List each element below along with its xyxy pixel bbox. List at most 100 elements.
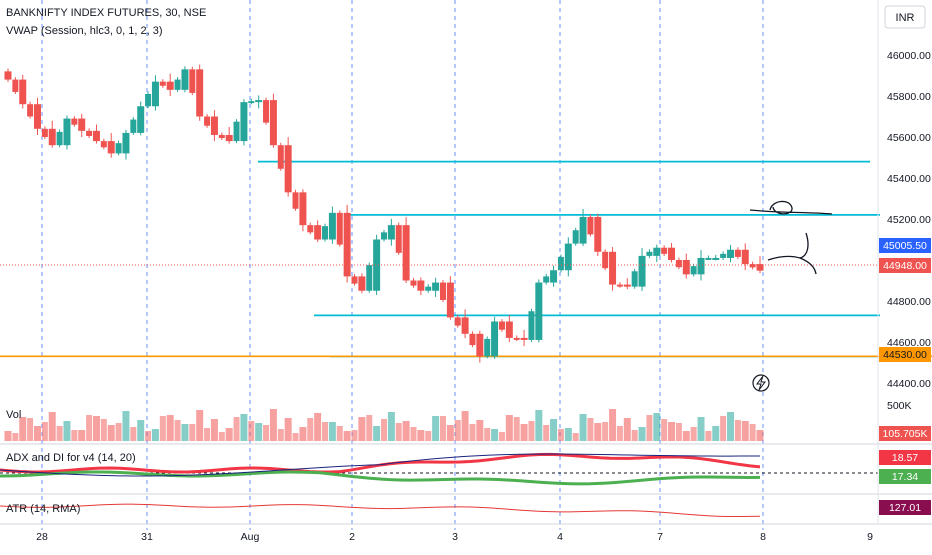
volume-bar (638, 427, 646, 441)
handdrawn-annotations[interactable] (749, 200, 833, 275)
lightning-icon[interactable] (752, 374, 770, 392)
candle-body (4, 71, 12, 80)
candle-body (661, 247, 668, 254)
volume-bar (210, 419, 218, 441)
candle-body (189, 69, 196, 93)
candle-body (505, 321, 513, 338)
volume-legend[interactable]: Vol (6, 409, 22, 421)
candle-body (476, 333, 484, 357)
volume-bar (4, 431, 12, 441)
candle-body (366, 265, 373, 291)
last-price-badge-text: 44948.00 (883, 260, 927, 272)
volume-bar (675, 423, 682, 441)
volume-bar (358, 417, 366, 441)
volume-bar (19, 417, 27, 441)
volume-bar (661, 419, 668, 441)
volume-bar (181, 424, 189, 441)
candle-body (307, 225, 314, 233)
volume-bar (439, 416, 446, 441)
volume-bar (299, 427, 307, 441)
drawn-levels[interactable] (0, 160, 932, 358)
candle-body (92, 130, 100, 142)
candle-body (425, 286, 432, 291)
volume-bar (233, 417, 240, 441)
volume-bar (189, 424, 196, 441)
candle-body (358, 276, 366, 291)
volume-bar (469, 424, 476, 441)
symbol-title[interactable]: BANKNIFTY INDEX FUTURES, 30, NSE (6, 7, 207, 19)
time-tick-label: 4 (557, 531, 563, 543)
candle-body (410, 280, 417, 286)
support-level-badge: 44530.00 (879, 347, 931, 362)
atr-legend[interactable]: ATR (14, RMA) (6, 503, 81, 515)
volume-bar (351, 430, 358, 441)
candle-body (218, 134, 225, 139)
volume-bar (749, 424, 756, 441)
time-tick-label: 8 (760, 531, 766, 543)
candle-body (432, 282, 440, 291)
volume-bar (328, 422, 336, 441)
candle-body (646, 251, 653, 256)
candle-body (336, 212, 343, 245)
volume-bar (225, 428, 233, 441)
candle-body (343, 212, 351, 277)
candle-body (484, 338, 491, 357)
volume-bar (543, 425, 550, 441)
volume-bar (432, 416, 440, 441)
volume-bar (277, 429, 284, 441)
volume-bar (734, 420, 741, 441)
candle-body (602, 251, 609, 269)
adx-top-badge-text: 18.57 (892, 452, 918, 464)
candle-body (609, 251, 617, 285)
volume-bar (712, 426, 720, 441)
candle-body (756, 264, 764, 271)
volume-bar (520, 424, 528, 441)
volume-bar (476, 420, 484, 441)
candle-body (107, 141, 115, 154)
candle-body (579, 216, 587, 244)
candle-body (734, 249, 741, 257)
handdrawn-circle-mark (749, 200, 833, 215)
candle-body (100, 141, 107, 148)
currency-button-label: INR (896, 12, 915, 24)
volume-bar (646, 415, 653, 441)
candle-body (322, 226, 329, 240)
vwap-legend[interactable]: VWAP (Session, hlc3, 0, 1, 2, 3) (6, 25, 163, 37)
volume-bar (535, 410, 543, 441)
volume-bar (78, 430, 86, 441)
currency-button[interactable]: INR (884, 5, 926, 29)
adx-legend[interactable]: ADX and DI for v4 (14, 20) (6, 452, 136, 464)
volume-bar (491, 429, 499, 441)
volume-bar (461, 411, 469, 441)
volume-bar (387, 412, 395, 441)
candle-body (351, 276, 358, 284)
price-axis[interactable]: 46000.00 45800.00 45600.00 45400.00 45200.00… (887, 50, 931, 390)
handdrawn-bracket-mark (767, 232, 817, 275)
atr-value-text: 127.01 (889, 502, 921, 514)
candle-body (520, 337, 528, 340)
volume-bar (631, 430, 638, 441)
candle-body (528, 311, 535, 340)
candle-body (543, 276, 550, 283)
candle-body (145, 93, 152, 107)
candle-body (587, 216, 594, 235)
volume-bar (720, 416, 727, 441)
volume-bar (498, 432, 505, 441)
candle-body (557, 256, 564, 271)
candle-body (564, 243, 572, 271)
adx-top-badge: 18.57 (879, 450, 931, 465)
candles-series (4, 64, 764, 363)
candle-body (446, 282, 454, 318)
candle-body (33, 104, 41, 129)
price-tick-label: 45800.00 (887, 91, 931, 103)
candle-body (56, 131, 63, 146)
volume-bar (343, 431, 351, 441)
volume-bar (204, 428, 211, 441)
candle-body (78, 118, 86, 131)
volume-bar (159, 416, 166, 441)
volume-bar (682, 431, 690, 441)
candle-body (498, 321, 505, 330)
time-axis[interactable]: 28 31 Aug 2 3 4 7 8 9 (36, 531, 873, 543)
